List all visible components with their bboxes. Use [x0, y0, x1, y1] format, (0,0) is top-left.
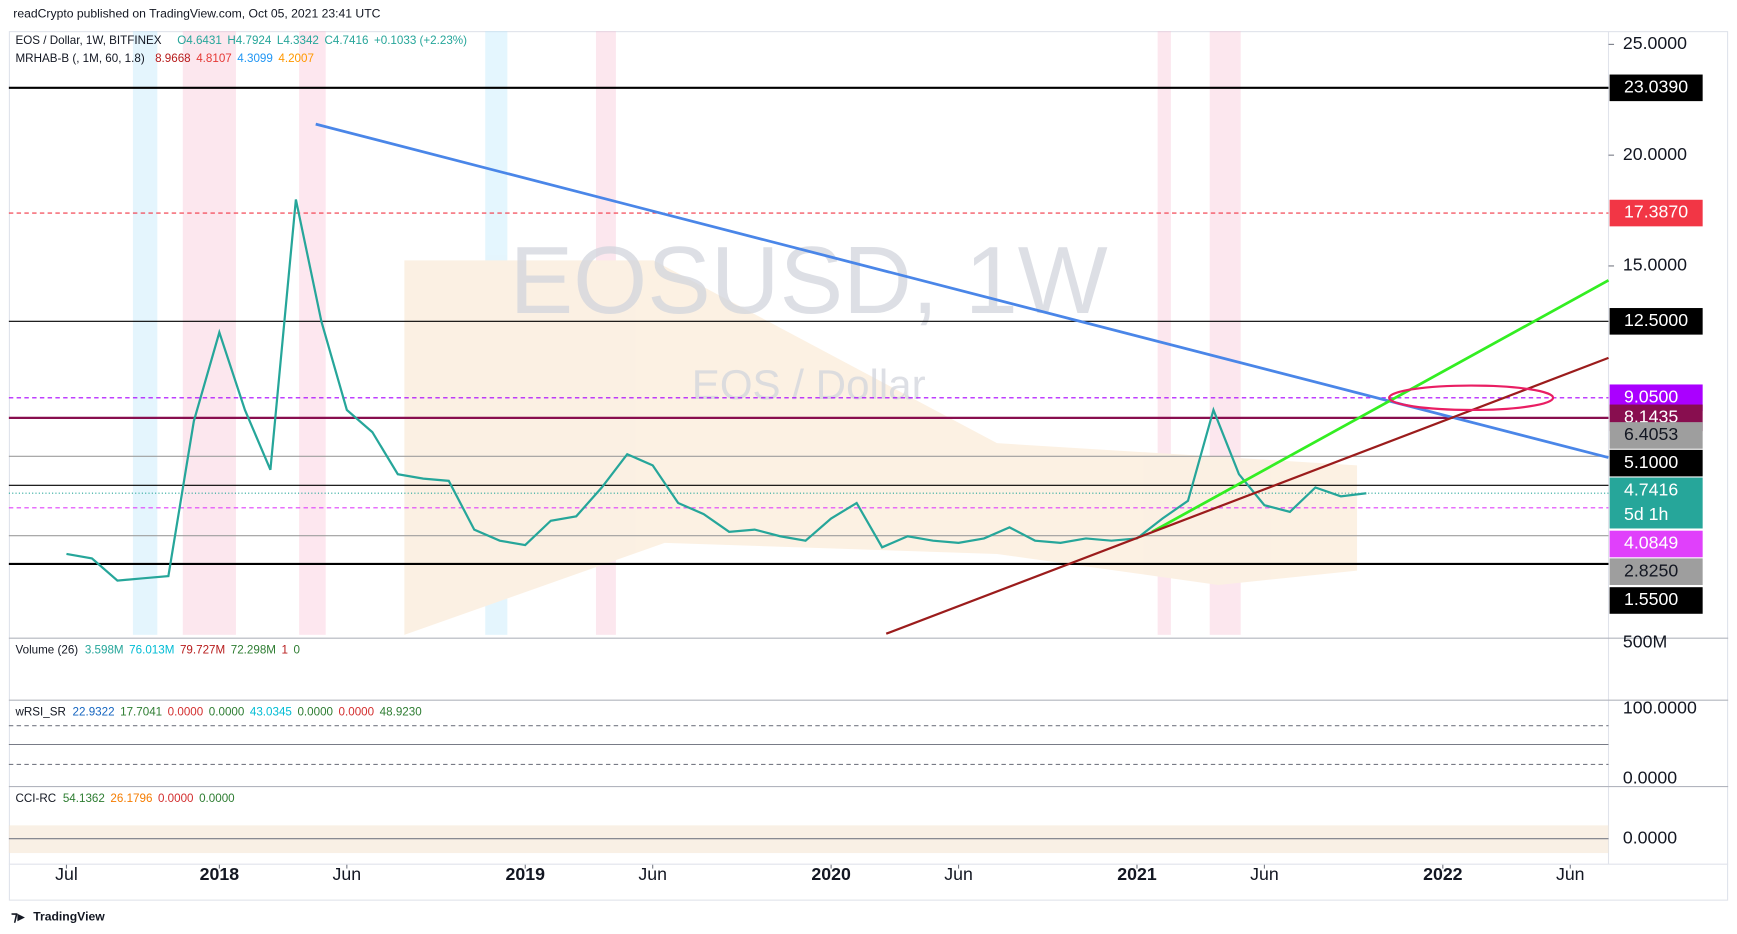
- level-label: 4.0849: [1624, 533, 1678, 553]
- indicator-value: 4.8107: [196, 52, 232, 65]
- pane-axis-label: 100.0000: [1623, 698, 1697, 718]
- pane-value: 3.598M: [85, 643, 124, 656]
- pane-value: 1: [282, 643, 288, 656]
- band: [595, 31, 616, 635]
- indicator-value: 4.3099: [237, 52, 273, 65]
- watermark: EOSUSD, 1W: [510, 228, 1108, 334]
- x-tick-label: Jun: [1556, 864, 1585, 884]
- level-label: 5.1000: [1624, 452, 1678, 472]
- x-tick-label: 2019: [506, 864, 546, 884]
- indicator-name: MRHAB-B (, 1M, 60, 1.8): [16, 52, 145, 65]
- band: [132, 31, 158, 635]
- level-label: 4.7416: [1624, 480, 1678, 500]
- x-tick-label: Jun: [638, 864, 667, 884]
- level-label: 17.3870: [1624, 202, 1688, 222]
- pane-value: 0.0000: [168, 705, 204, 718]
- level-label-box: [1609, 587, 1703, 614]
- legend: O4.6431 H4.7924 L4.3342 C4.7416 +0.1033 (+2.…: [155, 34, 467, 65]
- indicator-value: 4.2007: [278, 52, 314, 65]
- level-label: 6.4053: [1624, 424, 1678, 444]
- level-label-box: [1609, 308, 1703, 335]
- price: [66, 199, 1367, 582]
- pane-title: wRSI_SR: [15, 705, 66, 718]
- level-label-box: [1609, 74, 1703, 102]
- y-tick-label: 25.0000: [1623, 33, 1687, 53]
- trend-line: [1151, 279, 1610, 534]
- level-label-box: [1609, 530, 1703, 558]
- level-label-box: [1609, 558, 1703, 585]
- pane-value: 22.9322: [73, 705, 115, 718]
- level-label: 12.5000: [1624, 310, 1688, 330]
- x-tick-label: Jun: [1250, 864, 1279, 884]
- level-label-box: [1609, 477, 1703, 529]
- level-label-box: [1609, 422, 1703, 449]
- band: [1157, 31, 1171, 635]
- level-label: 8.1435: [1624, 407, 1678, 427]
- pane-value: 17.7041: [120, 705, 162, 718]
- footer: TradingView: [33, 910, 105, 924]
- panes: Volume (26) 3.598M 76.013M 79.727M 72.298M 1 0…: [8, 631, 1729, 854]
- legend-value: L4.3342: [277, 34, 319, 47]
- pane-title: Volume (26): [16, 643, 79, 656]
- legend-value: +0.1033 (+2.23%): [374, 34, 467, 47]
- level-label-box: [1609, 449, 1703, 477]
- pane-axis-label: 500M: [1623, 631, 1667, 651]
- pane-value: 26.1796: [110, 792, 152, 805]
- pane-value: 76.013M: [129, 643, 174, 656]
- pane-value: 0.0000: [339, 705, 375, 718]
- highlight-ellipse: [1388, 384, 1555, 412]
- level-label: 23.0390: [1624, 77, 1688, 97]
- legend-title: EOS / Dollar, 1W, BITFINEX: [16, 34, 162, 47]
- indicator-value: 8.9668: [155, 52, 191, 65]
- pane-value: 48.9230: [380, 705, 423, 718]
- x-tick-label: 2020: [811, 864, 851, 884]
- session-bands: [132, 31, 1358, 635]
- y-tick-label: 15.0000: [1623, 255, 1687, 275]
- pane-value: 72.298M: [231, 643, 276, 656]
- band: [485, 31, 508, 635]
- band: [1209, 31, 1241, 635]
- watermark-sub: EOS / Dollar: [692, 361, 926, 408]
- legend-value: O4.6431: [177, 34, 222, 47]
- legend-value: C4.7416: [324, 34, 368, 47]
- pane-value: 43.0345: [250, 705, 292, 718]
- x-tick-label: 2018: [200, 864, 240, 884]
- y-tick-label: 20.0000: [1623, 144, 1687, 164]
- band: [182, 31, 236, 635]
- pane-axis-label: 0.0000: [1623, 827, 1677, 847]
- trend-line: [885, 356, 1609, 635]
- pane-title: CCI-RC: [16, 792, 57, 805]
- pane-value: 0: [294, 643, 301, 656]
- level-label: 2.8250: [1624, 560, 1678, 580]
- pane-value: 0.0000: [297, 705, 333, 718]
- envelope: [404, 260, 1358, 635]
- pane-value: 79.727M: [180, 643, 225, 656]
- level-sub-label: 5d 1h: [1624, 504, 1668, 524]
- level-label: 1.5500: [1624, 589, 1678, 609]
- pane-value: 0.0000: [199, 792, 235, 805]
- band: [299, 31, 326, 635]
- pane-value: 0.0000: [209, 705, 245, 718]
- legend-value: H4.7924: [227, 34, 271, 47]
- frame: [8, 31, 1729, 901]
- logo: ⁊▸: [11, 909, 26, 924]
- level-label-box: [1609, 199, 1703, 227]
- x-tick-label: Jun: [944, 864, 973, 884]
- price-line: [66, 199, 1367, 582]
- pane-value: 0.0000: [158, 792, 194, 805]
- x-tick-label: Jun: [333, 864, 362, 884]
- pane-axis-label: 0.0000: [1623, 768, 1677, 788]
- pane-value: 54.1362: [63, 792, 105, 805]
- x-axis: Jul 2018 Jun 2019 Jun 2020 Jun 2021 Jun 2022 Jun: [8, 863, 1729, 884]
- level-label: 9.0500: [1624, 386, 1678, 406]
- header: readCrypto published on TradingView.com,…: [13, 7, 380, 21]
- x-tick-label: Jul: [55, 864, 78, 884]
- x-tick-label: 2022: [1423, 864, 1463, 884]
- x-tick-label: 2021: [1117, 864, 1157, 884]
